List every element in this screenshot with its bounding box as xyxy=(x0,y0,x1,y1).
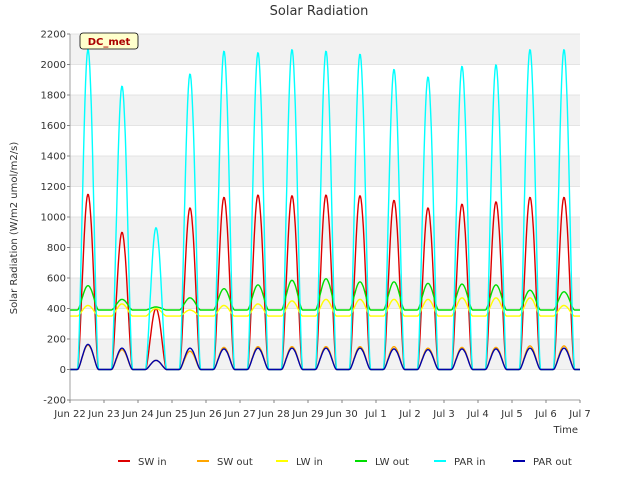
x-tick-labels: Jun 22 Jun 23 Jun 24 Jun 25 Jun 26 Jun 27 Jun … xyxy=(53,409,591,420)
x-tick-label: Jul 7 xyxy=(568,409,591,420)
series-line-lw-out xyxy=(69,278,580,311)
x-tick-label: Jun 23 xyxy=(87,409,120,420)
grid-band xyxy=(70,95,580,126)
x-tick-label: Jun 27 xyxy=(223,409,256,420)
y-tick-label: 600 xyxy=(47,274,66,285)
x-tick-label: Jul 5 xyxy=(500,409,523,420)
grid-band xyxy=(70,278,580,309)
y-tick-label: 400 xyxy=(47,304,66,315)
x-tick-label: Jun 26 xyxy=(189,409,222,420)
legend-label: SW in xyxy=(138,457,167,468)
y-tick-label: 1200 xyxy=(41,182,66,193)
x-tick-label: Jun 29 xyxy=(291,409,324,420)
y-tick-label: 800 xyxy=(47,243,66,254)
y-tick-label: -200 xyxy=(43,396,66,407)
y-tick-label: 1000 xyxy=(41,213,66,224)
y-tick-label: 200 xyxy=(47,335,66,346)
y-tick-label: 1400 xyxy=(41,152,66,163)
x-tick-label: Jun 25 xyxy=(155,409,188,420)
dc-met-annotation: DC_met xyxy=(79,32,139,50)
axes xyxy=(67,33,581,403)
legend-label: PAR out xyxy=(533,457,572,468)
y-tick-labels: -200 0 200 400 600 800 1000 1200 1400 1600 1800 200… xyxy=(41,30,66,407)
series-lines xyxy=(69,49,580,371)
y-tick-label: 1800 xyxy=(41,91,66,102)
grid-band xyxy=(70,339,580,370)
series-line-lw-in xyxy=(69,297,580,317)
legend-label: SW out xyxy=(217,457,253,468)
grid-band xyxy=(70,217,580,248)
y-tick-label: 0 xyxy=(60,365,66,376)
x-axis-label: Time xyxy=(553,425,578,436)
annotation-text: DC_met xyxy=(88,37,131,48)
chart-title: Solar Radiation xyxy=(270,4,369,19)
x-tick-label: Jul 4 xyxy=(466,409,489,420)
series-line-par-in xyxy=(69,49,580,371)
x-tick-label: Jun 22 xyxy=(53,409,86,420)
legend-label: LW in xyxy=(296,457,323,468)
x-tick-label: Jun 24 xyxy=(121,409,154,420)
y-axis-label: Solar Radiation (W/m2 umol/m2/s) xyxy=(9,142,20,315)
annotation-box xyxy=(79,32,139,50)
legend-label: LW out xyxy=(375,457,409,468)
x-tick-label: Jul 3 xyxy=(432,409,455,420)
y-tick-label: 2000 xyxy=(41,60,66,71)
series-line-par-out xyxy=(69,343,580,371)
grid-band xyxy=(70,156,580,187)
x-tick-label: Jun 28 xyxy=(257,409,290,420)
y-tick-label: 1600 xyxy=(41,121,66,132)
y-tick-label: 2200 xyxy=(41,30,66,41)
legend-label: PAR in xyxy=(454,457,485,468)
x-tick-label: Jul 6 xyxy=(534,409,557,420)
x-tick-label: Jun 30 xyxy=(325,409,358,420)
x-tick-label: Jul 1 xyxy=(364,409,387,420)
x-tick-label: Jul 2 xyxy=(398,409,421,420)
legend: SW in SW out LW in LW out PAR in PAR out xyxy=(118,457,572,468)
series-line-sw-in xyxy=(69,193,580,371)
